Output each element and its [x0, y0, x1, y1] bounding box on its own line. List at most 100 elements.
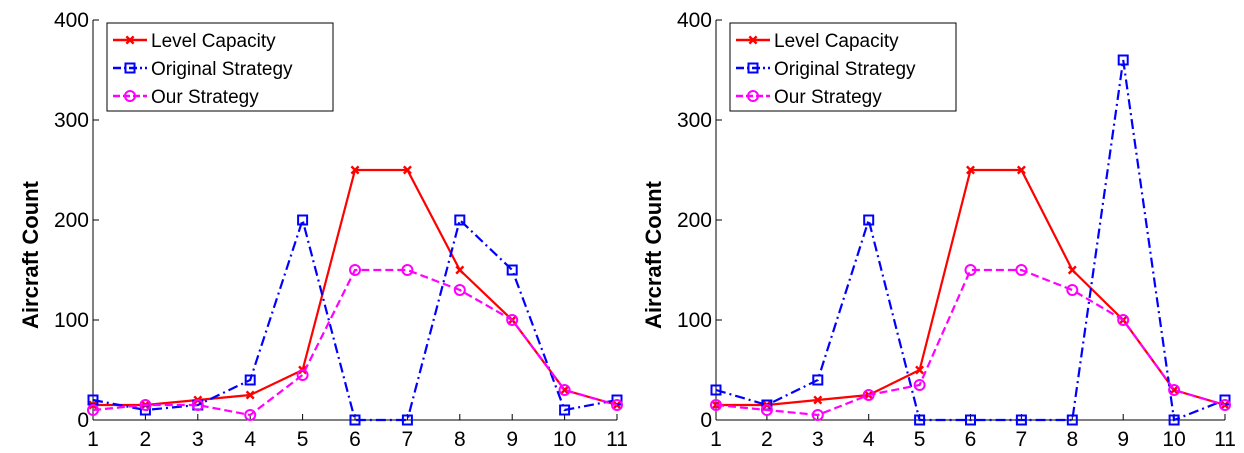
x-tick-label: 5	[914, 428, 926, 451]
x-tick-label: 7	[1016, 428, 1028, 451]
series-3-point	[760, 404, 773, 416]
series-3-point	[1015, 264, 1028, 276]
series-line-2	[715, 59, 1226, 422]
legend: Level Capacity Original Strategy Our Strat…	[106, 22, 334, 112]
series-2-point	[454, 214, 466, 226]
series-1-point	[915, 365, 925, 375]
legend-marker-3	[124, 90, 136, 102]
series-2-point	[506, 264, 518, 276]
series-line-1	[93, 168, 618, 407]
legend-marker-1	[125, 35, 135, 45]
series-3-point	[862, 389, 875, 401]
series-2-point	[401, 414, 413, 426]
series-3-point	[1219, 399, 1231, 411]
series-1-point	[402, 165, 412, 175]
series-2-point	[710, 384, 722, 396]
series-1-point	[455, 265, 465, 275]
series-2-point	[914, 414, 926, 426]
x-tick-label: 11	[606, 428, 628, 451]
series-2-point	[349, 414, 361, 426]
series-3-point	[1117, 314, 1130, 326]
series-3-point	[139, 399, 152, 411]
series-3-point	[453, 284, 466, 296]
series-2-point	[965, 414, 976, 426]
y-tick-label: 200	[54, 209, 89, 232]
series-1-point	[966, 165, 975, 175]
series-1-point	[245, 390, 255, 400]
legend-label-2: Original Strategy	[774, 59, 916, 80]
series-3-point	[913, 379, 926, 391]
series-2-point	[1117, 54, 1129, 66]
series-line-2	[92, 216, 618, 422]
y-tick-label: 400	[677, 9, 712, 32]
series-3-point	[296, 369, 309, 381]
x-tick-label: 5	[297, 428, 309, 451]
x-tick-label: 10	[553, 428, 576, 451]
series-3-point	[558, 384, 571, 396]
x-tick-label: 9	[506, 428, 518, 451]
series-2-point	[1066, 414, 1078, 426]
y-axis-label: Aircraft Count	[641, 180, 666, 329]
x-tick-label: 1	[87, 428, 99, 451]
x-tick-label: 3	[812, 428, 824, 451]
legend-marker-1	[748, 35, 758, 45]
legend-label-3: Our Strategy	[774, 87, 882, 108]
series-2-point	[559, 404, 571, 416]
series-1-point	[1016, 165, 1026, 175]
chart-1: 0 100 200 300 400 1 2 3 4 5 6 7 8 9 10 11 Aircraft Count…	[18, 9, 628, 451]
series-2-point	[863, 214, 875, 226]
x-tick-label: 4	[244, 428, 256, 451]
legend-label-3: Our Strategy	[151, 87, 259, 108]
legend-label-1: Level Capacity	[151, 31, 276, 52]
series-3-point	[611, 399, 623, 411]
series-3-point	[244, 409, 257, 421]
y-tick-label: 300	[677, 109, 712, 132]
series-2-point	[244, 374, 256, 386]
x-tick-label: 3	[192, 428, 204, 451]
legend: Level Capacity Original Strategy Our Strat…	[729, 22, 957, 112]
series-3-point	[811, 409, 824, 421]
series-line-3	[92, 268, 618, 417]
series-1-point	[1067, 265, 1077, 275]
y-tick-label: 0	[700, 409, 712, 432]
x-tick-label: 1	[710, 428, 722, 451]
x-tick-label: 2	[140, 428, 152, 451]
legend-marker-2	[124, 62, 136, 74]
y-tick-label: 0	[77, 409, 89, 432]
y-tick-label: 200	[677, 209, 712, 232]
x-tick-label: 6	[965, 428, 977, 451]
series-2-point	[1015, 414, 1027, 426]
x-tick-label: 8	[454, 428, 466, 451]
x-tick-label: 4	[863, 428, 875, 451]
series-3-point	[349, 264, 361, 276]
x-tick-label: 9	[1117, 428, 1129, 451]
series-2-point	[812, 374, 824, 386]
legend-label-2: Original Strategy	[151, 59, 293, 80]
legend-label-1: Level Capacity	[774, 31, 899, 52]
series-3-point	[401, 264, 414, 276]
series-3-point	[87, 404, 99, 416]
series-3-point	[506, 314, 519, 326]
series-line-3	[715, 268, 1226, 417]
legend-marker-3	[747, 90, 759, 102]
x-tick-label: 10	[1162, 428, 1185, 451]
x-tick-label: 11	[1214, 428, 1236, 451]
series-1-point	[813, 395, 823, 405]
chart-2: 0 100 200 300 400 1 2 3 4 5 6 7 8 9 10 11 Aircraft Count…	[641, 9, 1236, 451]
series-3-point	[1168, 384, 1181, 396]
x-tick-label: 2	[761, 428, 773, 451]
x-tick-label: 7	[402, 428, 414, 451]
series-2-point	[1168, 414, 1180, 426]
series-1-point	[350, 165, 360, 175]
y-axis-label: Aircraft Count	[18, 180, 43, 329]
x-tick-label: 8	[1066, 428, 1078, 451]
series-3-point	[1066, 284, 1079, 296]
x-tick-label: 6	[349, 428, 361, 451]
y-tick-label: 400	[54, 9, 89, 32]
series-3-point	[191, 399, 204, 411]
y-tick-label: 100	[54, 309, 89, 332]
y-tick-label: 100	[677, 309, 712, 332]
series-3-point	[964, 264, 977, 276]
legend-marker-2	[747, 62, 759, 74]
